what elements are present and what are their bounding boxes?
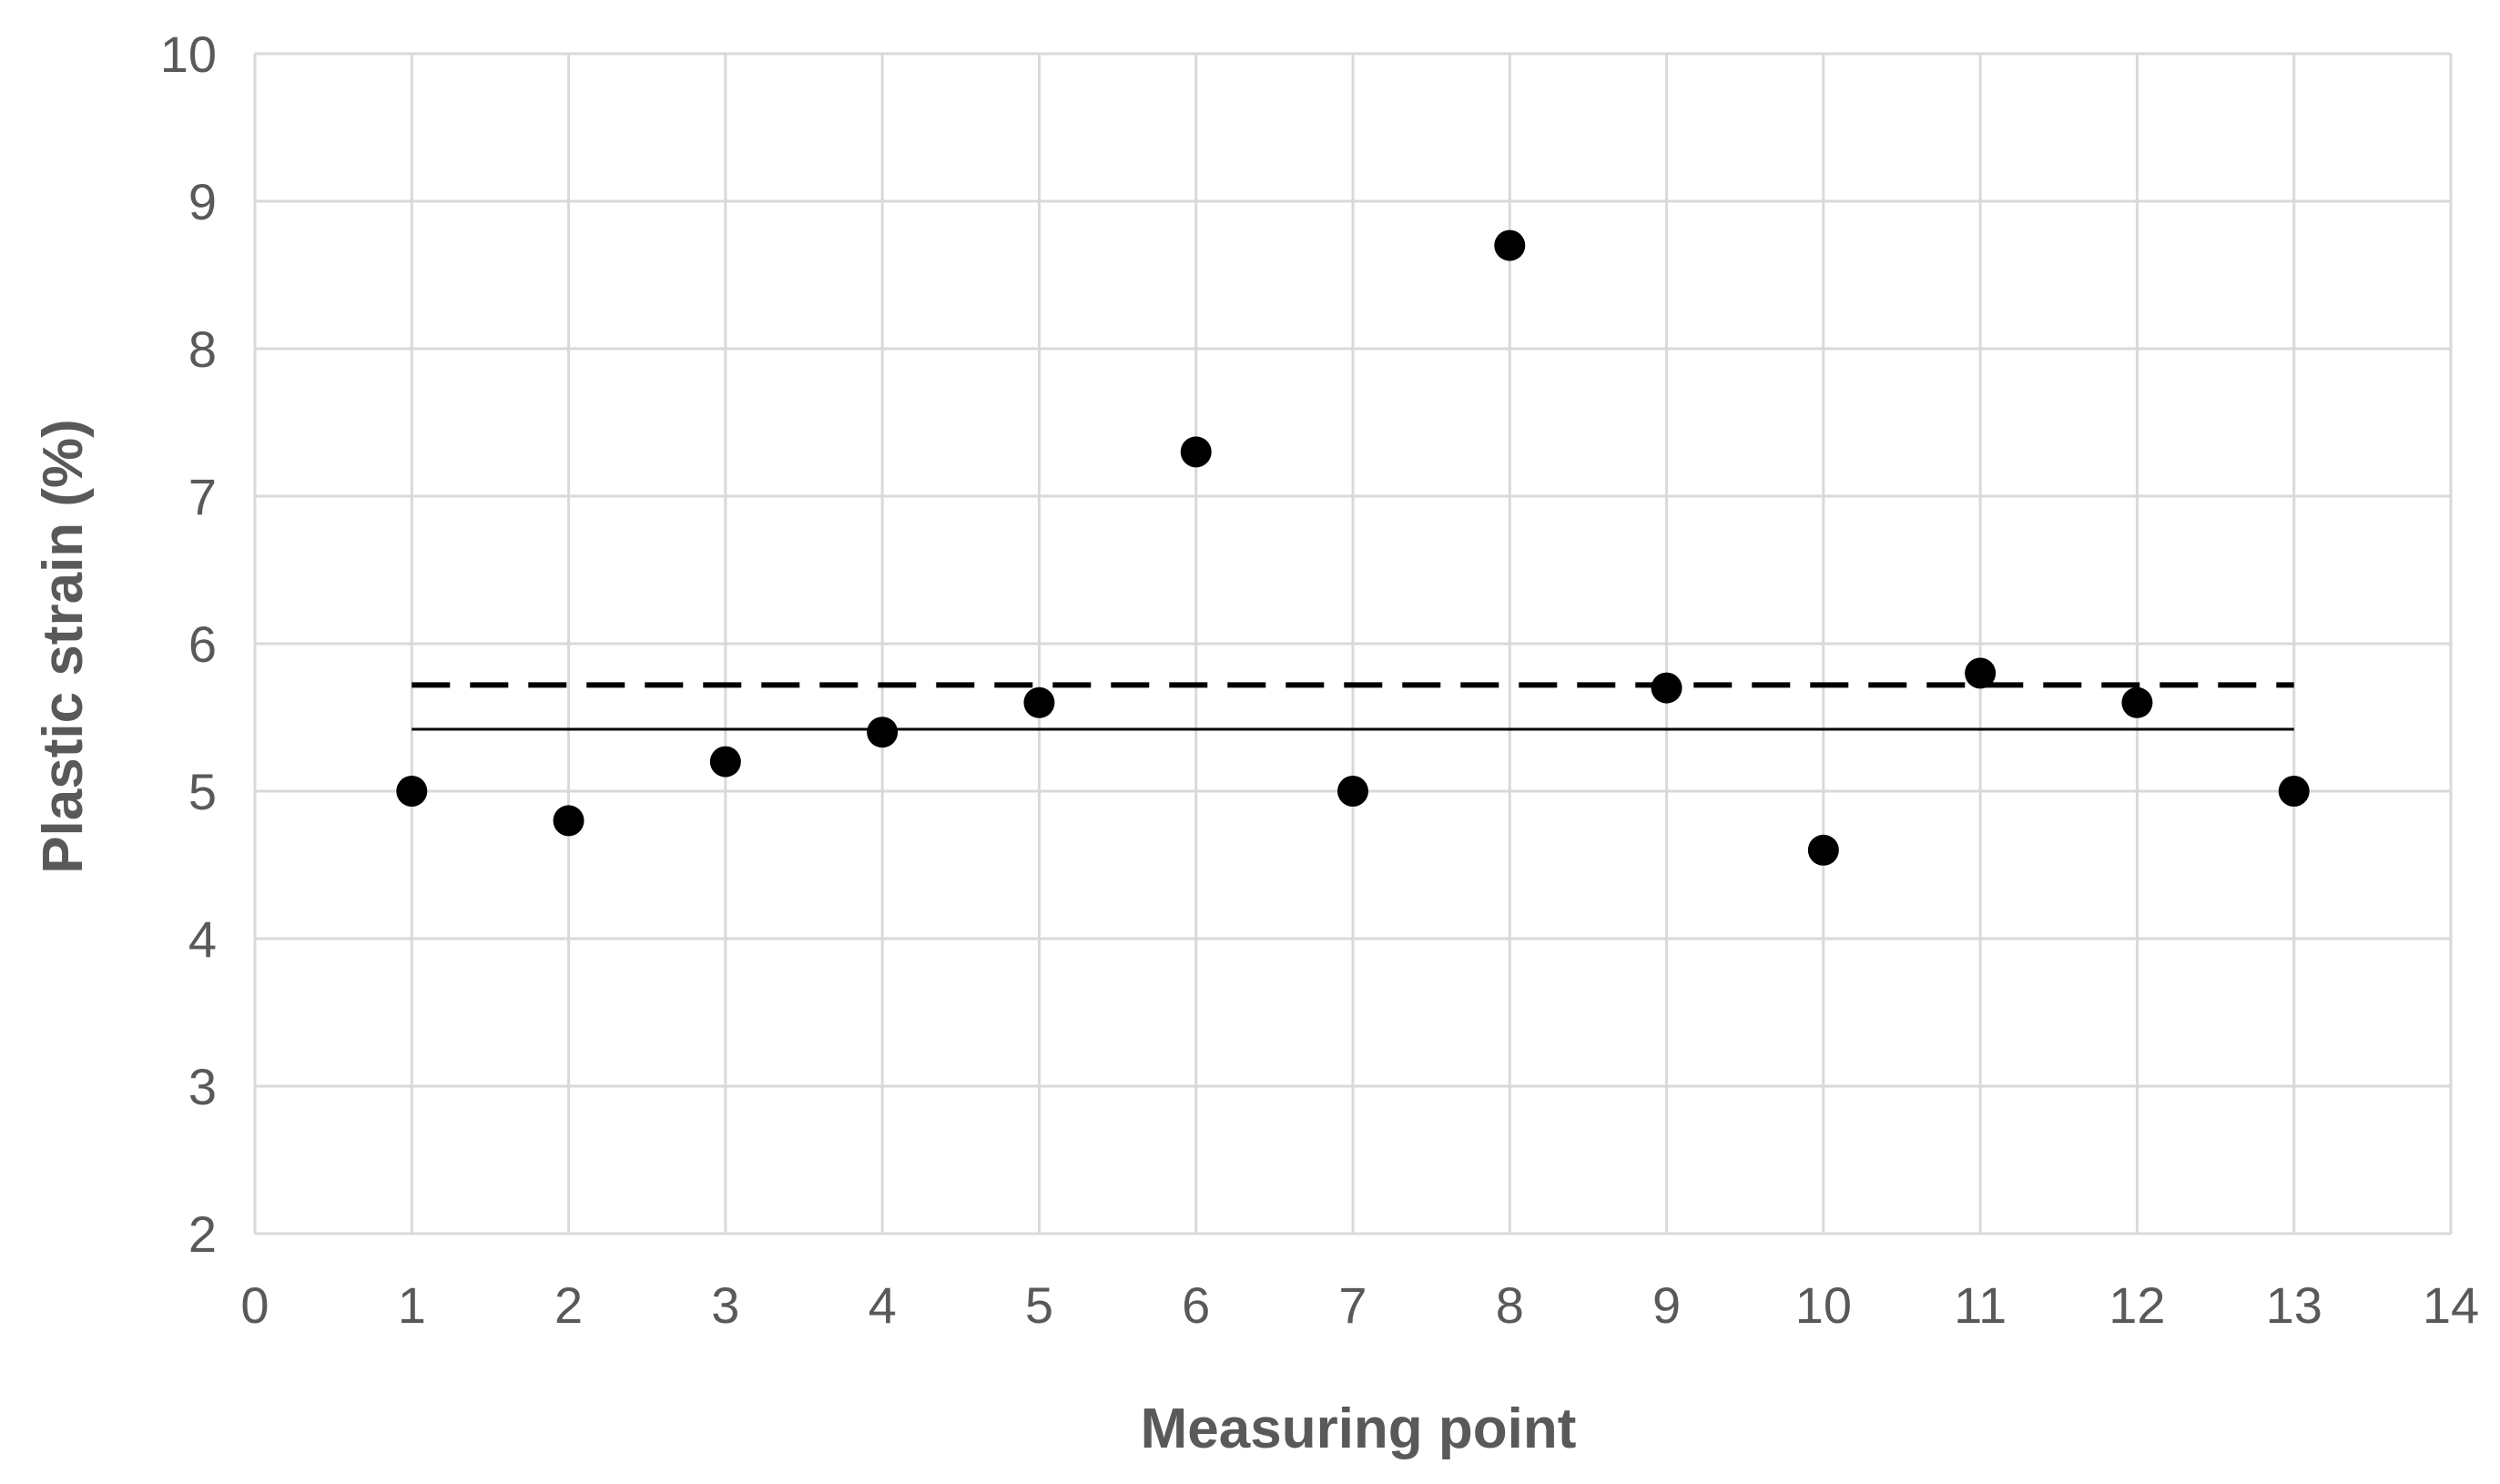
x-tick-label-13: 13 <box>2266 1276 2322 1334</box>
reference-lines-layer <box>412 682 2294 731</box>
y-tick-label-4: 4 <box>188 910 217 968</box>
data-point-9 <box>1651 672 1682 704</box>
x-tick-label-1: 1 <box>398 1276 426 1334</box>
y-tick-label-7: 7 <box>188 468 217 525</box>
y-tick-label-9: 9 <box>188 173 217 230</box>
grid-layer <box>253 52 2453 1235</box>
x-tick-label-9: 9 <box>1652 1276 1681 1334</box>
y-tick-label-8: 8 <box>188 320 217 378</box>
x-tick-label-12: 12 <box>2109 1276 2165 1334</box>
data-point-8 <box>1494 229 1526 261</box>
y-axis-title: Plastic strain (%) <box>32 419 95 874</box>
x-tick-label-10: 10 <box>1795 1276 1852 1334</box>
x-tick-label-11: 11 <box>1954 1276 2007 1334</box>
y-tick-label-5: 5 <box>188 763 217 820</box>
y-tick-label-6: 6 <box>188 615 217 673</box>
data-point-1 <box>396 776 428 807</box>
x-axis-title: Measuring point <box>1141 1398 1577 1460</box>
x-tick-label-14: 14 <box>2423 1276 2479 1334</box>
data-point-10 <box>1807 834 1839 866</box>
data-point-2 <box>553 805 584 837</box>
x-tick-label-4: 4 <box>869 1276 897 1334</box>
x-tick-label-6: 6 <box>1182 1276 1210 1334</box>
data-point-13 <box>2278 776 2310 807</box>
x-tick-label-8: 8 <box>1496 1276 1524 1334</box>
x-tick-label-5: 5 <box>1025 1276 1053 1334</box>
y-tick-label-3: 3 <box>188 1058 217 1115</box>
data-point-11 <box>1965 657 1997 689</box>
x-tick-label-3: 3 <box>711 1276 739 1334</box>
data-point-7 <box>1337 776 1368 807</box>
data-points-layer <box>396 229 2310 866</box>
x-tick-label-2: 2 <box>554 1276 583 1334</box>
data-point-6 <box>1180 436 1212 468</box>
y-tick-label-10: 10 <box>160 25 217 83</box>
data-point-12 <box>2121 686 2153 718</box>
y-tick-label-2: 2 <box>188 1205 217 1263</box>
data-point-5 <box>1023 686 1055 718</box>
x-tick-label-7: 7 <box>1338 1276 1367 1334</box>
data-point-3 <box>709 746 741 778</box>
data-point-4 <box>867 717 899 748</box>
x-tick-label-0: 0 <box>240 1276 269 1334</box>
